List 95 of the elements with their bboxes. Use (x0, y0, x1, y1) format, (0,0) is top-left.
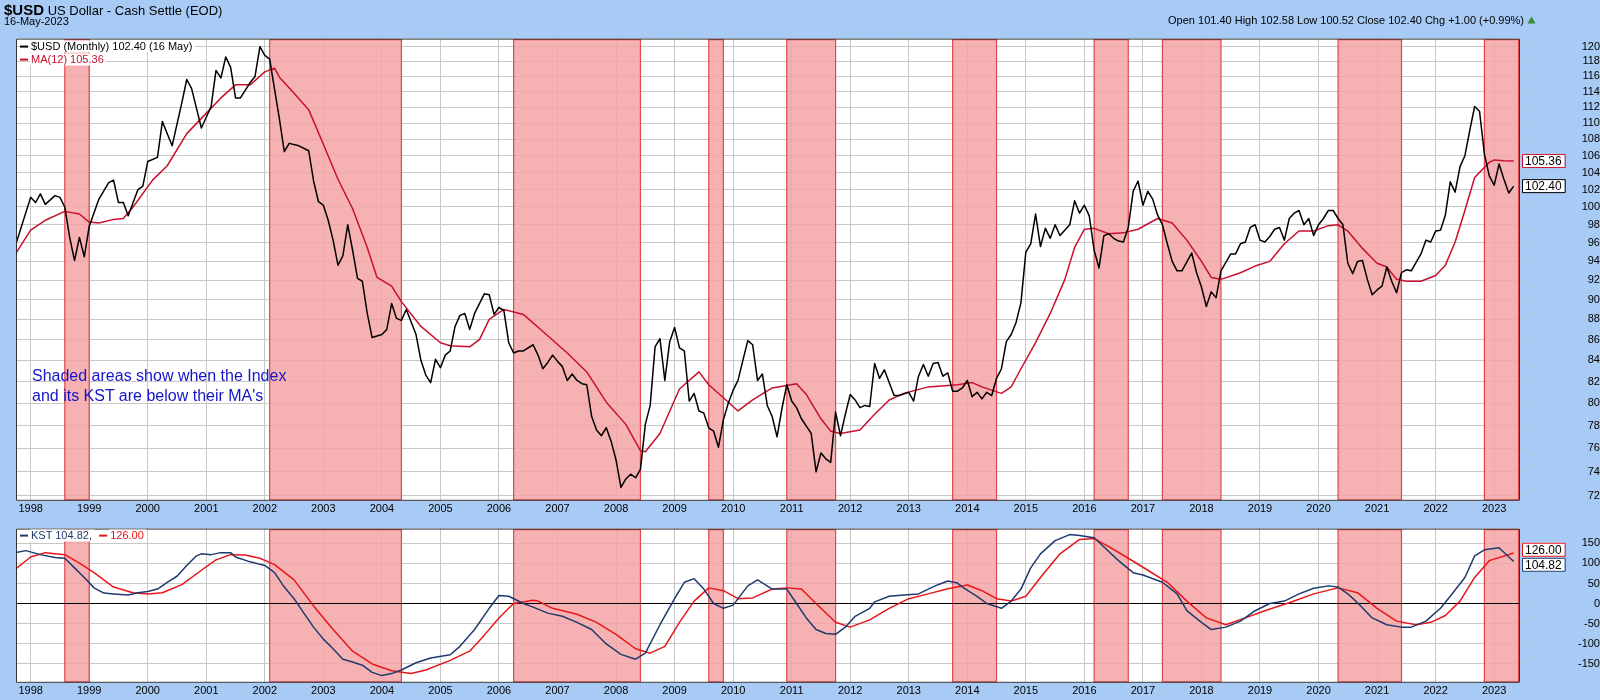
x-tick-label: 2004 (369, 502, 395, 515)
x-tick-label: 2000 (135, 502, 160, 515)
y-tick-label: 108 (1581, 132, 1600, 145)
x-tick-label: 2003 (311, 684, 336, 697)
y-tick-label: -150 (1577, 656, 1600, 669)
x-tick-label: 2012 (837, 502, 863, 515)
x-tick-label: 2007 (545, 684, 570, 697)
x-tick-label: 2009 (662, 502, 687, 515)
x-tick-label: 2021 (1364, 502, 1390, 515)
y-tick-label: 92 (1587, 273, 1600, 286)
y-tick-label: 114 (1582, 84, 1600, 97)
x-tick-label: 2023 (1481, 502, 1507, 515)
x-tick-label: 2016 (1072, 502, 1097, 515)
y-tick-label: 104 (1581, 165, 1600, 178)
chart-subtitle: 16-May-2023 (4, 15, 69, 27)
data-label: 105.36 (1525, 153, 1563, 168)
x-tick-label: 2011 (779, 684, 804, 697)
legend-label: MA(12) 105.36 (31, 52, 104, 65)
chart-title: $USD US Dollar - Cash Settle (EOD) (4, 1, 223, 18)
y-tick-label: -50 (1584, 616, 1600, 629)
x-tick-label: 2001 (194, 502, 219, 515)
x-tick-label: 2004 (369, 684, 395, 697)
x-tick-label: 2022 (1423, 502, 1448, 515)
y-tick-label: 0 (1593, 596, 1600, 609)
y-tick-label: 80 (1587, 396, 1600, 409)
x-tick-label: 2000 (135, 684, 160, 697)
y-tick-label: 100 (1581, 556, 1600, 569)
x-tick-label: 1998 (18, 502, 43, 515)
data-label: 102.40 (1525, 178, 1563, 193)
y-tick-label: 72 (1587, 488, 1600, 501)
x-tick-label: 1999 (76, 502, 102, 515)
x-tick-label: 2008 (603, 502, 629, 515)
y-tick-label: 120 (1581, 39, 1600, 52)
legend-label: 126.00 (110, 528, 144, 541)
y-tick-label: 82 (1587, 374, 1600, 387)
x-tick-label: 2010 (720, 684, 746, 697)
y-tick-label: -100 (1577, 636, 1600, 649)
x-tick-label: 2017 (1130, 684, 1156, 697)
x-tick-label: 2020 (1306, 684, 1331, 697)
x-tick-label: 2020 (1306, 502, 1331, 515)
text: Open 101.40 High 102.58 Low 100.52 Close 102.40 Chg +1.00 (+0.99%) (1168, 14, 1525, 26)
y-tick-label: 116 (1582, 69, 1600, 82)
y-tick-label: 50 (1587, 576, 1600, 589)
x-tick-label: 2018 (1189, 502, 1214, 515)
y-tick-label: 118 (1582, 54, 1600, 67)
x-tick-label: 2022 (1423, 684, 1448, 697)
y-tick-label: 106 (1581, 148, 1600, 161)
x-tick-label: 1999 (76, 684, 102, 697)
data-label: 104.82 (1525, 557, 1563, 572)
x-tick-label: 2005 (428, 684, 453, 697)
x-tick-label: 2019 (1247, 502, 1273, 515)
y-tick-label: 100 (1581, 200, 1600, 213)
x-tick-label: 2006 (486, 684, 512, 697)
y-tick-label: 112 (1582, 100, 1600, 113)
x-tick-label: 2002 (252, 502, 278, 515)
x-tick-label: 2010 (720, 502, 746, 515)
data-label: 126.00 (1525, 542, 1563, 557)
x-tick-label: 2002 (252, 684, 278, 697)
y-tick-label: 74 (1587, 464, 1600, 477)
x-tick-label: 2003 (311, 502, 336, 515)
x-tick-label: 2015 (1013, 502, 1039, 515)
x-tick-label: 2023 (1481, 684, 1507, 697)
y-tick-label: 86 (1587, 332, 1600, 345)
x-tick-label: 2013 (896, 684, 921, 697)
x-tick-label: 2017 (1130, 502, 1156, 515)
x-tick-label: 2018 (1189, 684, 1214, 697)
x-tick-label: 2015 (1013, 684, 1039, 697)
x-tick-label: 2009 (662, 684, 687, 697)
y-tick-label: 88 (1587, 312, 1600, 325)
x-tick-label: 2007 (545, 502, 570, 515)
x-tick-label: 2021 (1364, 684, 1390, 697)
y-tick-label: 84 (1587, 353, 1600, 366)
x-tick-label: 2013 (896, 502, 921, 515)
x-tick-label: 2005 (428, 502, 453, 515)
x-tick-label: 2019 (1247, 684, 1273, 697)
y-tick-label: 102 (1581, 182, 1600, 195)
y-tick-label: 76 (1587, 441, 1600, 454)
legend-label: KST 104.82, (31, 528, 92, 541)
x-tick-label: 1998 (18, 684, 43, 697)
legend-label: $USD (Monthly) 102.40 (16 May) (31, 39, 193, 52)
y-tick-label: 94 (1587, 254, 1600, 267)
x-tick-label: 2016 (1072, 684, 1097, 697)
x-tick-label: 2008 (603, 684, 629, 697)
y-tick-label: 110 (1582, 116, 1600, 129)
x-tick-label: 2012 (837, 684, 863, 697)
y-tick-label: 150 (1581, 536, 1600, 549)
x-tick-label: 2014 (955, 684, 980, 697)
y-tick-label: 96 (1587, 235, 1600, 248)
x-tick-label: 2011 (779, 502, 804, 515)
x-tick-label: 2001 (194, 684, 219, 697)
y-tick-label: 78 (1587, 418, 1600, 431)
y-tick-label: 98 (1587, 217, 1600, 230)
x-tick-label: 2006 (486, 502, 512, 515)
x-tick-label: 2014 (955, 502, 980, 515)
y-tick-label: 90 (1587, 292, 1600, 305)
